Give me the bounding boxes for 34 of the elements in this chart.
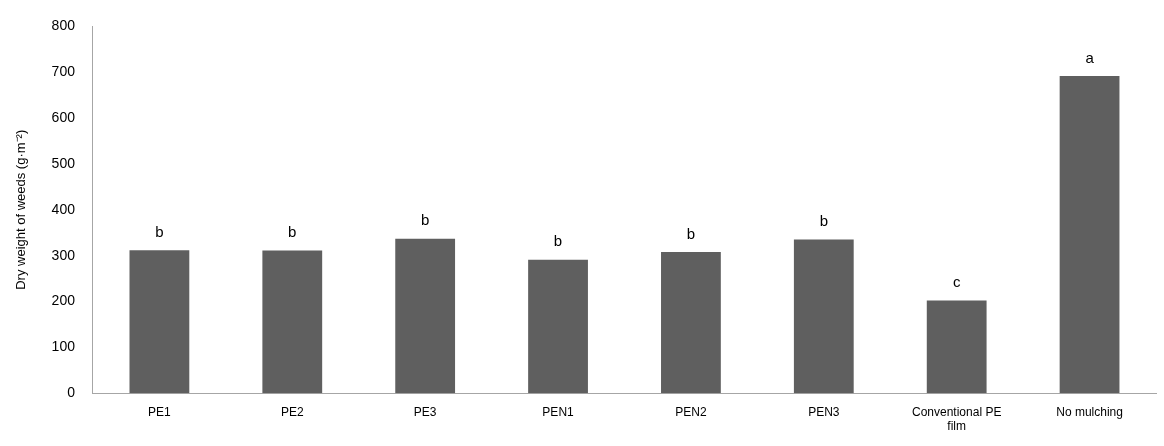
bar — [262, 250, 323, 394]
x-tick-label: PEN2 — [675, 404, 707, 419]
y-tick-label: 800 — [51, 17, 76, 34]
y-tick-label: 600 — [51, 108, 76, 125]
y-tick-label: 0 — [67, 384, 76, 401]
x-tick-label: PE2 — [280, 404, 304, 419]
annotation: c — [952, 273, 961, 291]
annotation: a — [1085, 48, 1095, 66]
bar — [129, 250, 190, 394]
y-tick-label: 700 — [51, 63, 76, 80]
x-tick-label: No mulching — [1056, 404, 1123, 419]
x-tick-label: PEN3 — [808, 404, 840, 419]
y-tick-label: 400 — [51, 200, 76, 217]
annotation: b — [819, 212, 828, 230]
bar — [1059, 75, 1120, 394]
annotation: b — [553, 232, 563, 250]
annotation: b — [288, 223, 297, 241]
annotation: b — [686, 224, 696, 242]
y-axis-title: Dry weight of weeds (g·m⁻²) — [13, 129, 29, 290]
y-tick-label: 200 — [51, 292, 76, 309]
y-tick-label: 100 — [51, 338, 76, 355]
bar — [395, 238, 456, 394]
annotation: b — [155, 222, 164, 240]
bar — [661, 251, 721, 394]
annotation: b — [420, 211, 430, 229]
bar — [793, 239, 854, 394]
x-tick-label: Conventional PE film — [911, 404, 1002, 434]
y-tick-label: 300 — [51, 246, 76, 263]
y-tick-label: 500 — [51, 154, 76, 171]
bar — [926, 300, 987, 394]
bar — [528, 259, 588, 394]
x-tick-label: PE1 — [148, 404, 172, 419]
x-tick-label: PEN1 — [542, 404, 575, 419]
x-tick-label: PE3 — [413, 404, 437, 419]
